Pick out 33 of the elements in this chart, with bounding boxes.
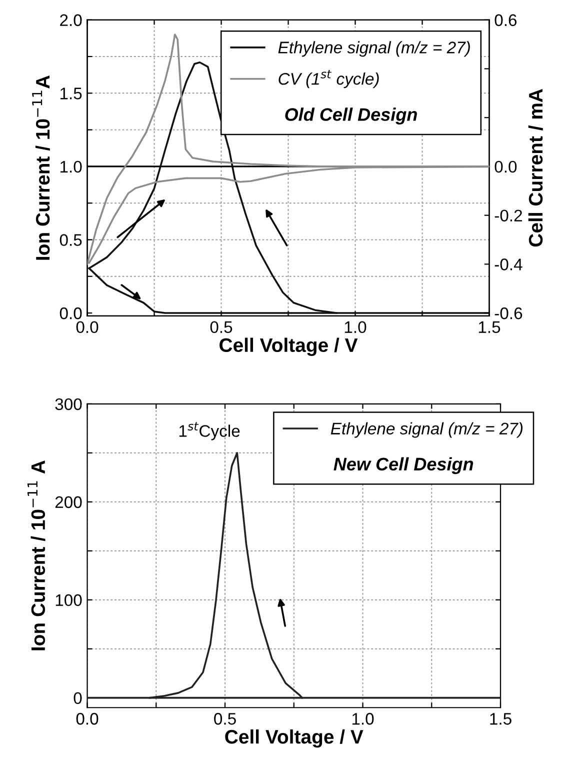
x-tick-label: 0.0 xyxy=(76,712,98,725)
x-tick-label: 1.0 xyxy=(344,321,366,334)
y-tick-label: 1.0 xyxy=(60,160,82,173)
x-tick-label: 0.5 xyxy=(214,712,236,725)
legend-label: Ethylene signal (m/z = 27) xyxy=(330,422,523,438)
y-tick-label: 0.5 xyxy=(60,234,82,246)
text: New Cell Design xyxy=(334,457,474,474)
x-tick-label: 1.0 xyxy=(352,712,374,725)
x-tick-label: 1.5 xyxy=(490,713,512,725)
y2-tick-label: -0.6 xyxy=(494,307,522,320)
y-tick-label: 100 xyxy=(56,594,82,606)
text: Old Cell Design xyxy=(285,108,417,124)
legend-label: Ethylene signal (m/z = 27) xyxy=(278,41,470,57)
y-axis-title: Ion Current / 10$^{−11}$A xyxy=(32,75,50,260)
annotation: 1$^{st}$Cycle xyxy=(179,422,240,440)
y2-tick-label: -0.2 xyxy=(494,210,522,222)
y-tick-label: 0 xyxy=(74,692,82,704)
y-tick-label: 300 xyxy=(55,398,82,410)
y-tick-label: 2.0 xyxy=(60,14,82,26)
y2-tick-label: -0.4 xyxy=(494,258,522,270)
x-tick-label: 0.5 xyxy=(210,321,232,334)
y-tick-label: 0.0 xyxy=(60,307,82,320)
y-tick-label: 200 xyxy=(55,496,82,508)
y2-axis-title: Cell Current / mA xyxy=(528,89,543,247)
x-tick-label: 1.5 xyxy=(478,321,500,334)
x-axis-title: Cell Voltage / V xyxy=(225,729,364,748)
y2-tick-label: 0.6 xyxy=(494,14,517,26)
y-axis-title: Ion Current / 10$^{−11}$ A xyxy=(28,460,46,650)
x-axis-title: Cell Voltage / V xyxy=(220,338,358,356)
y-tick-label: 1.5 xyxy=(60,88,82,100)
x-tick-label: 0.0 xyxy=(76,321,98,334)
y2-tick-label: 0.0 xyxy=(494,160,517,173)
legend-label: CV (1$^{st}$ cycle) xyxy=(278,70,379,88)
